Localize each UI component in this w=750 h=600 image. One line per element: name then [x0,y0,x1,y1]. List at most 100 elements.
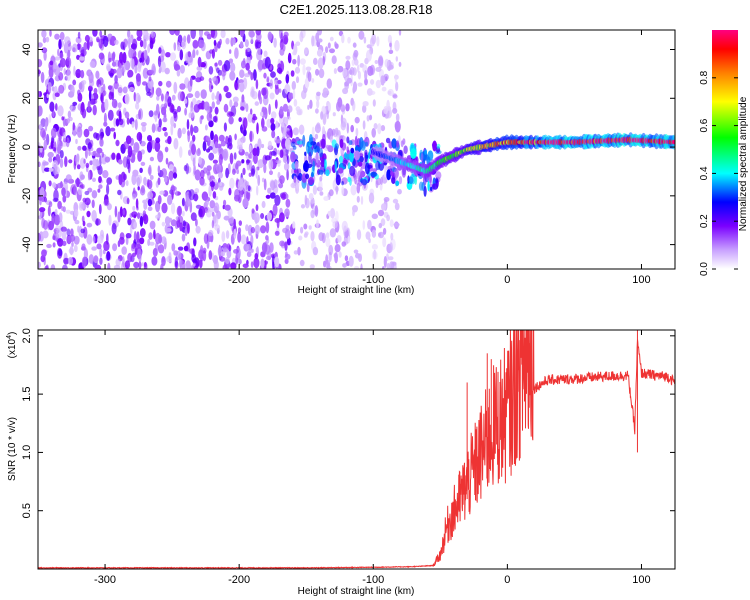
heatmap-cell [325,237,331,248]
heatmap-cell [240,234,247,245]
heatmap-cell [196,66,203,71]
heatmap-cell [292,127,299,136]
heatmap-cell [259,96,263,105]
heatmap-cell [106,183,110,196]
heatmap-cell [335,135,340,145]
heatmap-cell [380,218,386,227]
heatmap-cell [99,138,104,147]
heatmap-cell [132,193,136,200]
heatmap-cell [365,141,368,147]
heatmap-cell [347,36,351,44]
heatmap-cell [181,233,186,242]
heatmap-cell [342,67,348,78]
heatmap-cell [107,262,111,269]
heatmap-cell [308,151,312,164]
heatmap-cell [279,149,284,158]
heatmap-cell [261,117,265,129]
heatmap-cell [233,249,239,254]
heatmap-cell [49,30,52,37]
heatmap-cell [333,253,338,259]
heatmap-cell [386,214,390,222]
heatmap-cell [117,84,123,97]
heatmap-cell [299,31,304,43]
heatmap-cell [387,90,392,95]
heatmap-cell [261,126,268,132]
heatmap-cell [173,81,178,94]
heatmap-cell [107,85,113,91]
colorbar: 0.0 0.2 0.4 0.6 0.8 Normalized spectral ampl… [699,30,749,276]
heatmap-cell [73,65,76,76]
heatmap-cell [263,163,267,174]
heatmap-cell [178,146,183,159]
heatmap-cell [270,71,276,78]
heatmap-cell [63,68,66,76]
heatmap-cell [232,168,236,175]
heatmap-cell [98,176,102,183]
heatmap-cell [326,109,329,120]
heatmap-cell [159,190,165,195]
heatmap-cell [138,261,142,269]
heatmap-cell [229,177,235,189]
heatmap-cell [317,57,324,69]
heatmap-cell [64,156,68,168]
snr-background [38,330,675,569]
heatmap-cell [139,40,144,48]
heatmap-cell [128,48,134,59]
heatmap-cell [179,64,185,74]
heatmap-cell [374,60,379,64]
heatmap-cell [170,116,175,127]
snr-x-ticks: -300 -200 -100 0 100 [94,330,651,586]
heatmap-cell [137,150,143,162]
heatmap-cell [125,236,129,246]
heatmap-cell [392,101,397,112]
heatmap-cell [234,133,237,141]
heatmap-cell [49,101,55,112]
heatmap-cell [46,243,52,249]
heatmap-cell [307,177,315,186]
heatmap-cell [184,107,188,116]
heatmap-cell [318,169,324,175]
heatmap-cell [209,200,216,209]
heatmap-cell [58,212,63,223]
heatmap-cell [316,99,320,109]
heatmap-cell [297,175,301,180]
heatmap-cell [393,222,400,227]
heatmap-cell [158,80,163,87]
heatmap-cell [269,192,276,199]
heatmap-cell [340,104,346,112]
heatmap-cell [300,226,304,234]
heatmap-cell [269,79,274,90]
heatmap-cell [390,170,394,176]
heatmap-cell [136,30,143,38]
heatmap-cell [244,73,251,78]
heatmap-cell [88,85,93,92]
heatmap-cell [237,231,242,243]
heatmap-cell [261,242,268,254]
heatmap-cell [269,170,273,176]
heatmap-cell [232,96,239,103]
heatmap-cell [309,264,315,269]
heatmap-cell [158,118,162,128]
heatmap-cell [319,191,324,196]
heatmap-cell [72,79,77,86]
heatmap-cell [376,36,380,47]
heatmap-cell [285,251,288,258]
heatmap-cell [304,151,307,156]
heatmap-cell [305,141,310,154]
heatmap-cell [380,75,385,86]
heatmap-cell [223,59,231,72]
heatmap-cell [208,229,214,237]
heatmap-cell [54,92,60,98]
heatmap-cell [199,30,203,38]
heatmap-cell [346,146,350,153]
heatmap-cell [261,143,265,149]
heatmap-cell [285,193,289,200]
heatmap-cell [76,43,81,50]
heatmap-cell [339,138,344,149]
heatmap-cell [294,66,301,74]
heatmap-cell [247,185,251,192]
heatmap-cell [341,241,347,247]
heatmap-cell [304,48,308,55]
heatmap-cell [196,49,199,56]
heatmap-cell [114,205,118,218]
